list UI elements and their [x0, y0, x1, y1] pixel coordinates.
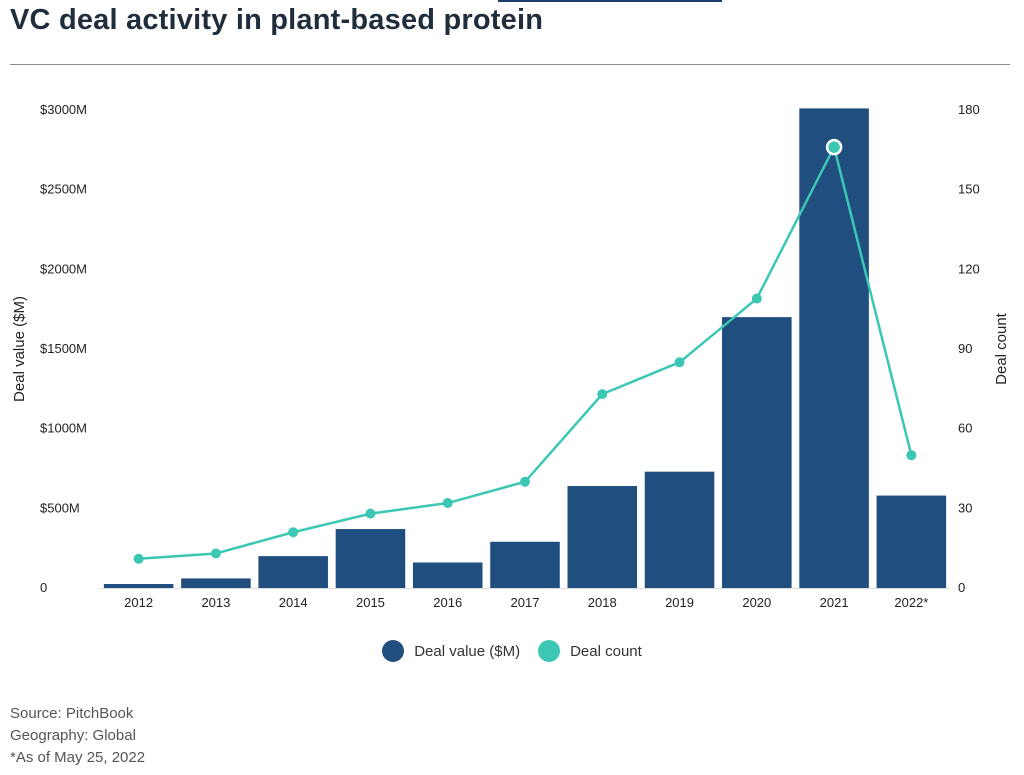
line-point — [365, 508, 376, 519]
line-series — [133, 138, 917, 564]
x-tick-label: 2020 — [742, 595, 771, 610]
bar — [335, 529, 406, 588]
legend-label-deal-value: Deal value ($M) — [414, 642, 521, 660]
y-axis-right-title: Deal count — [993, 312, 1010, 385]
line-point — [133, 553, 144, 564]
bar — [181, 578, 251, 588]
bar — [644, 471, 715, 588]
legend-label-deal-count: Deal count — [570, 642, 642, 660]
y-tick-label-right: 30 — [958, 500, 972, 515]
y-tick-label-right: 60 — [958, 421, 972, 436]
y-axis-left: 0 $500M $1000M $1500M $2000M $2500M $3000M — [40, 102, 87, 595]
y-tick-label-right: 90 — [958, 341, 972, 356]
line-point — [906, 450, 917, 461]
x-tick-label: 2012 — [124, 595, 153, 610]
deal-count-line — [138, 143, 913, 561]
combo-chart: 0 $500M $1000M $1500M $2000M $2500M $3000M 0 30… — [11, 102, 1010, 610]
title-divider — [10, 64, 1010, 65]
bar — [799, 108, 869, 588]
bar-series — [103, 108, 947, 588]
legend-item-deal-value[interactable]: Deal value ($M) — [382, 640, 520, 662]
x-tick-label: 2016 — [433, 595, 462, 610]
x-tick-label: 2014 — [279, 595, 308, 610]
x-tick-label: 2013 — [201, 595, 230, 610]
line-point — [751, 293, 762, 304]
y-tick-label-right: 0 — [958, 580, 965, 595]
highlighted-point — [825, 138, 843, 156]
x-tick-label: 2019 — [665, 595, 694, 610]
y-tick-label-right: 150 — [958, 182, 980, 197]
x-tick-label: 2021 — [820, 595, 849, 610]
x-axis: 2012 2013 2014 2015 2016 2017 2018 2019 2020 2021… — [124, 595, 928, 610]
source-line: Source: PitchBook — [10, 705, 134, 722]
line-point — [288, 527, 299, 538]
bar — [103, 584, 174, 588]
x-tick-label: 2022* — [894, 595, 928, 610]
y-tick-label-left: 0 — [40, 580, 47, 595]
bar — [876, 495, 947, 588]
legend-swatch-deal-value — [382, 640, 405, 662]
y-tick-label-left: $500M — [40, 500, 80, 515]
y-tick-label-left: $2500M — [40, 182, 87, 197]
x-tick-label: 2015 — [356, 595, 385, 610]
line-point — [210, 548, 221, 559]
line-point — [674, 357, 685, 368]
bar — [258, 556, 328, 588]
bar — [412, 562, 483, 588]
geography-line: Geography: Global — [10, 727, 136, 744]
page-title: VC deal activity in plant-based protein — [10, 4, 544, 36]
x-tick-label: 2018 — [588, 595, 617, 610]
date-footnote: *As of May 25, 2022 — [10, 749, 146, 766]
bar — [722, 317, 792, 588]
y-tick-label-left: $3000M — [40, 102, 87, 117]
source-notes: Source: PitchBook Geography: Global *As … — [10, 703, 145, 769]
line-point — [520, 476, 530, 487]
legend-item-deal-count[interactable]: Deal count — [538, 640, 642, 662]
y-axis-left-title: Deal value ($M) — [11, 296, 28, 402]
y-tick-label-left: $1000M — [40, 421, 87, 436]
x-tick-label: 2017 — [511, 595, 540, 610]
line-point — [442, 498, 453, 509]
y-tick-label-right: 180 — [958, 102, 980, 117]
line-point — [597, 389, 608, 400]
y-tick-label-right: 120 — [958, 261, 980, 276]
bar — [567, 486, 638, 588]
y-tick-label-left: $1500M — [40, 341, 87, 356]
y-tick-label-left: $2000M — [40, 261, 87, 276]
legend: Deal value ($M) Deal count — [0, 640, 1024, 662]
legend-swatch-deal-count — [538, 640, 561, 662]
bar — [490, 541, 560, 588]
top-accent-bar — [498, 0, 722, 2]
y-axis-right: 0 30 60 90 120 150 180 — [958, 102, 980, 595]
